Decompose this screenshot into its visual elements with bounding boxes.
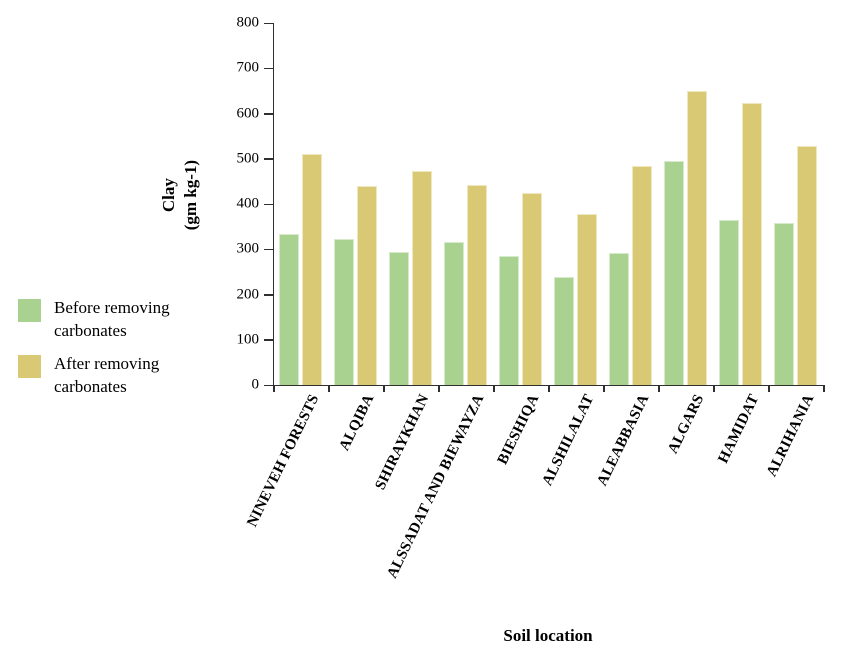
bar-after-removing-carbonates [522, 192, 542, 385]
legend-label-before-removing: Before removing carbonates [54, 298, 170, 340]
y-axis-title-line1: Clay [158, 178, 178, 213]
y-axis-tick-label: 500 [236, 150, 260, 167]
x-axis-tick [383, 385, 385, 392]
bar-group [714, 23, 769, 385]
x-category-label: HAMIDAT [714, 392, 762, 466]
bar-after-removing-carbonates [467, 184, 487, 385]
y-axis-tick [264, 22, 274, 24]
y-axis-tick-label: 600 [236, 105, 260, 121]
bar-before-removing-carbonates [334, 239, 354, 385]
bar-after-removing-carbonates [302, 153, 322, 385]
x-category-label: BIESHIQA [494, 392, 542, 468]
y-axis-tick-label: 700 [236, 59, 260, 76]
y-axis-tick [264, 67, 274, 70]
y-axis-tick-label: 100 [236, 331, 260, 348]
bar-before-removing-carbonates [554, 277, 574, 385]
bar-group [549, 23, 604, 385]
bar-after-removing-carbonates [797, 146, 817, 385]
bar-group [604, 23, 659, 385]
legend-swatch-after-removing [18, 354, 41, 378]
bar-group [769, 23, 824, 385]
x-axis-tick [768, 385, 770, 392]
y-axis-tick [264, 203, 274, 205]
bar-before-removing-carbonates [719, 219, 739, 385]
bar-after-removing-carbonates [357, 185, 377, 385]
bar-before-removing-carbonates [279, 233, 299, 385]
y-axis-tick-label: 200 [236, 286, 260, 302]
bar-group [439, 23, 494, 385]
x-axis-tick [603, 385, 605, 392]
y-axis-tick [264, 339, 274, 341]
x-axis-tick [658, 385, 660, 392]
x-category-label: NINEVEH FORESTS [243, 392, 322, 530]
bar-before-removing-carbonates [389, 251, 409, 385]
x-category-label: ALSSADAT AND BIEWAYZA [383, 392, 487, 581]
bar-before-removing-carbonates [664, 161, 684, 385]
x-category-label: SHIRAYKHAN [371, 392, 432, 493]
y-axis-tick-label: 400 [236, 195, 260, 212]
x-category-label: ALEABBASIA [593, 392, 652, 489]
y-axis-tick [264, 294, 274, 296]
bar-group [494, 23, 549, 385]
x-axis-title: Soil location [503, 626, 593, 645]
bar-after-removing-carbonates [632, 166, 652, 385]
x-category-label: ALQIBA [336, 392, 377, 454]
x-axis-tick [438, 385, 440, 392]
bar-before-removing-carbonates [444, 242, 464, 385]
y-axis-title-line2: (gm kg-1) [180, 159, 200, 231]
x-axis-tick [823, 385, 825, 392]
y-axis-tick-label: 0 [251, 376, 260, 393]
x-axis-tick [548, 385, 550, 392]
x-axis-tick [273, 385, 275, 392]
legend: Before removing carbonates After removin… [18, 297, 196, 409]
y-axis-tick [264, 158, 274, 160]
x-axis-tick [493, 385, 495, 392]
bar-after-removing-carbonates [577, 213, 597, 385]
y-axis-tick-label: 300 [236, 240, 260, 257]
x-axis-tick [328, 385, 330, 392]
x-category-label: ALSHILALAT [538, 392, 597, 489]
bar-before-removing-carbonates [499, 256, 519, 385]
bar-group [274, 23, 329, 385]
legend-item-before-removing: Before removing carbonates [18, 297, 196, 343]
y-axis-title-text: Clay (gm kg-1) [158, 160, 202, 230]
y-axis-tick [264, 248, 274, 251]
bar-before-removing-carbonates [774, 223, 794, 385]
y-axis-tick [264, 384, 274, 386]
bar-after-removing-carbonates [687, 90, 707, 385]
bar-before-removing-carbonates [609, 252, 629, 385]
y-axis-tick-label: 800 [236, 14, 260, 31]
legend-label-after-removing: After removing carbonates [54, 353, 160, 396]
plot-area: 0 100 200 300 400 500 600 700 800 NINEVEH FORESTS… [237, 15, 825, 581]
x-category-label: ALRIHANIA [763, 392, 817, 480]
y-axis-tick [264, 113, 274, 115]
x-category-label: ALGARS [664, 392, 707, 457]
legend-item-after-removing: After removing carbonates [18, 353, 196, 399]
bar-group [384, 23, 439, 385]
bar-group [659, 23, 714, 385]
x-axis-tick [713, 385, 715, 392]
legend-swatch-before-removing [18, 299, 41, 322]
bar-after-removing-carbonates [742, 102, 762, 385]
bar-after-removing-carbonates [412, 171, 432, 385]
bar-group [329, 23, 384, 385]
